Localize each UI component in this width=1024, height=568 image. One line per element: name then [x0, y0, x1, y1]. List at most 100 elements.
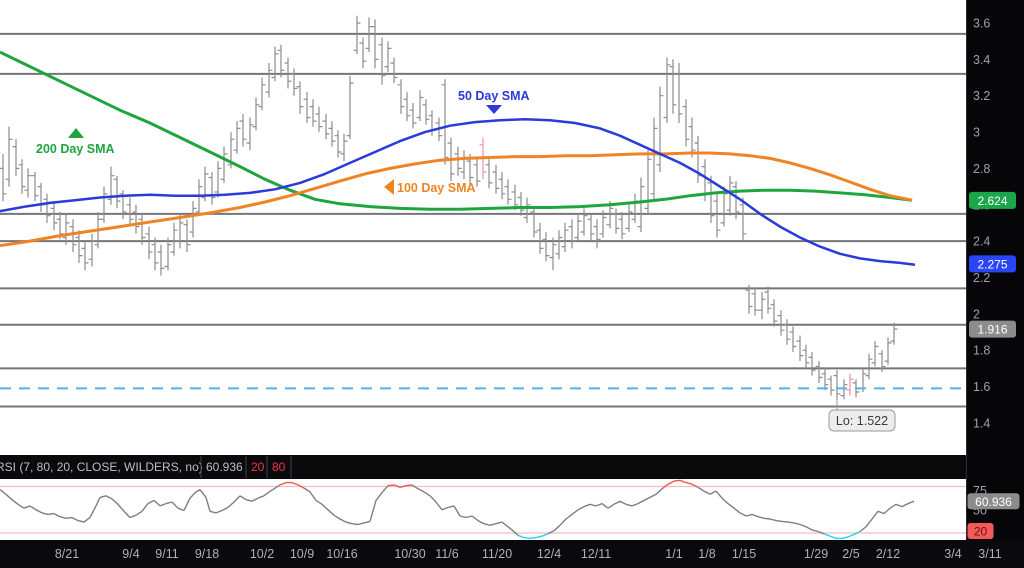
ohlc-bar — [176, 213, 184, 249]
ohlc-bar — [688, 117, 696, 158]
price-pane[interactable] — [0, 0, 966, 455]
ohlc-bar — [378, 37, 386, 85]
ohlc-bar — [783, 319, 791, 345]
ohlc-bar — [770, 299, 778, 327]
ohlc-bar — [846, 373, 854, 396]
ohlc-bar — [290, 68, 298, 96]
rsi-title[interactable]: RSI (7, 80, 20, CLOSE, WILDERS, no) — [0, 460, 203, 474]
ohlc-bar — [195, 179, 203, 216]
ohlc-bar — [422, 99, 430, 125]
ohlc-bar — [821, 368, 829, 391]
ohlc-bar — [416, 90, 424, 122]
ohlc-bar — [328, 121, 336, 147]
date-label: 11/6 — [435, 547, 458, 561]
sma100-label-text: 100 Day SMA — [397, 181, 476, 195]
ohlc-bar — [151, 237, 159, 271]
ohlc-bar — [81, 241, 89, 271]
price-tick-label: 2 — [973, 307, 980, 321]
date-label: 1/8 — [698, 547, 715, 561]
ohlc-bar — [473, 159, 481, 187]
ohlc-bar — [530, 206, 538, 238]
date-label: 10/9 — [290, 547, 314, 561]
price-badge — [969, 255, 1016, 273]
ohlc-bar — [170, 222, 178, 256]
rsi-badge — [967, 493, 1020, 510]
triangle-down-icon — [486, 105, 502, 114]
date-label: 12/4 — [537, 547, 561, 561]
ohlc-bar — [599, 210, 607, 238]
time-axis[interactable] — [0, 540, 1024, 568]
rsi-badge-text: 60.936 — [975, 495, 1012, 509]
rsi-plot — [0, 479, 966, 540]
price-tick-label: 2.2 — [973, 271, 990, 285]
ohlc-bar — [871, 341, 879, 367]
ohlc-bar — [587, 213, 595, 242]
ohlc-bar — [334, 130, 342, 158]
date-label: 11/20 — [482, 547, 512, 561]
ohlc-bar — [517, 192, 525, 216]
rsi-header-bar — [0, 455, 1024, 479]
ohlc-bar — [252, 97, 260, 131]
rsi-pane[interactable] — [0, 479, 966, 540]
date-label: 9/11 — [155, 547, 178, 561]
low-tooltip-text: Lo: 1.522 — [836, 414, 888, 428]
ohlc-bars — [0, 15, 898, 401]
sma200-label[interactable]: 200 Day SMA — [36, 128, 115, 156]
price-axis-badges: 2.624 2.275 1.916 60.936 20 — [967, 191, 1020, 539]
date-label: 10/30 — [394, 547, 425, 561]
ohlc-bar — [284, 57, 292, 89]
ohlc-bar — [656, 86, 664, 172]
rsi-value: 60.936 — [206, 460, 243, 474]
ohlc-bar — [164, 237, 172, 271]
price-tick-label: 3 — [973, 126, 980, 140]
date-label: 2/5 — [842, 547, 859, 561]
ohlc-bar — [88, 233, 96, 267]
price-tick-label: 2.8 — [973, 162, 990, 176]
price-badge-text: 2.624 — [977, 194, 1007, 208]
ohlc-bar — [878, 350, 886, 372]
ohlc-bar — [265, 63, 273, 98]
ohlc-bar — [732, 181, 740, 220]
sma200-line — [0, 50, 913, 211]
date-label: 3/11 — [978, 547, 1001, 561]
ohlc-bar — [758, 292, 766, 320]
rsi-badge — [967, 523, 994, 539]
ohlc-bar — [751, 288, 759, 316]
low-tooltip-box — [828, 409, 896, 432]
ohlc-bar — [75, 230, 83, 263]
ohlc-bar — [50, 201, 58, 231]
ohlc-bar — [100, 186, 108, 223]
ohlc-bar — [390, 57, 398, 83]
ohlc-bar — [523, 197, 531, 223]
ohlc-bar — [384, 41, 392, 73]
ohlc-bar — [18, 159, 26, 194]
ohlc-bar — [271, 46, 279, 82]
ohlc-bar — [663, 57, 671, 123]
ohlc-bar — [865, 353, 873, 380]
ohlc-bar — [346, 75, 354, 140]
ohlc-bar — [233, 121, 241, 154]
ohlc-bar — [542, 232, 550, 262]
ohlc-bar — [644, 150, 652, 214]
ohlc-bar — [713, 193, 721, 238]
ohlc-bar — [739, 197, 747, 242]
sma100-label[interactable]: 100 Day SMA — [384, 179, 476, 195]
ohlc-bar — [745, 284, 753, 314]
price-tick-label: 3.4 — [973, 53, 990, 67]
rsi-line-oversold — [517, 530, 861, 540]
sma100-line — [0, 151, 913, 248]
price-tick-label: 1.6 — [973, 380, 990, 394]
ohlc-bar — [220, 146, 228, 183]
ohlc-bar — [675, 63, 683, 123]
ohlc-bar — [568, 219, 576, 249]
ohlc-bar — [371, 19, 379, 69]
price-badge — [969, 191, 1016, 209]
rsi-indicator-header[interactable]: RSI (7, 80, 20, CLOSE, WILDERS, no) 60.9… — [0, 456, 292, 478]
ohlc-bar — [24, 168, 32, 198]
sma50-label[interactable]: 50 Day SMA — [458, 89, 530, 114]
ohlc-bar — [789, 326, 797, 352]
ohlc-bar — [650, 117, 658, 202]
price-badge-text: 1.916 — [977, 323, 1007, 337]
